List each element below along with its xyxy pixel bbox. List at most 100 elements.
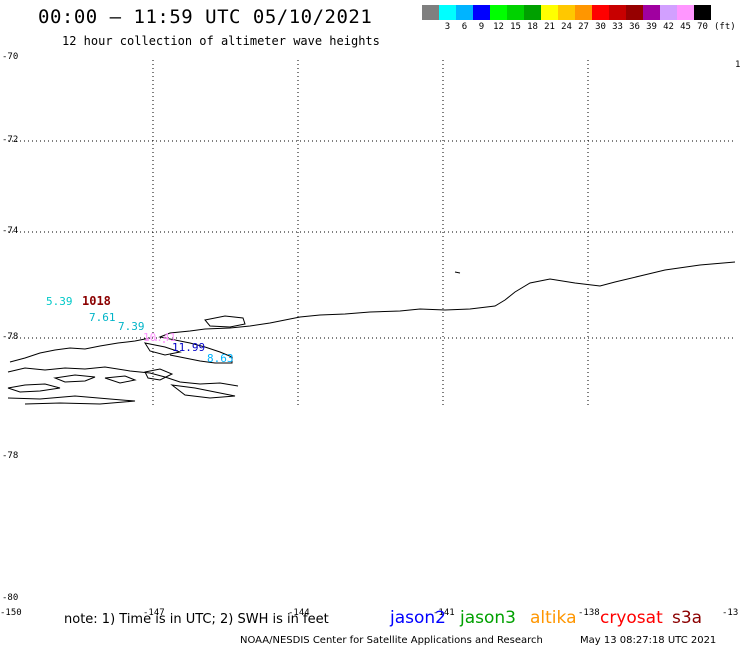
legend-swatch [507, 5, 524, 20]
map-title: 00:00 – 11:59 UTC 05/10/2021 [38, 6, 373, 28]
legend-swatch [575, 5, 592, 20]
legend-cell: 21 [541, 5, 558, 32]
track-point [163, 341, 165, 343]
legend-cell: 45 [677, 5, 694, 32]
legend-cell: 27 [575, 5, 592, 32]
satellite-track [147, 338, 165, 343]
footer-timestamp: May 13 08:27:18 UTC 2021 [580, 635, 717, 646]
island [53, 374, 96, 383]
legend-cell: 24 [558, 5, 575, 32]
legend-swatch [473, 5, 490, 20]
legend-label: 45 [680, 22, 691, 32]
legend-swatch [592, 5, 609, 20]
map-subtitle: 12 hour collection of altimeter wave hei… [62, 34, 380, 48]
wave-height-value: 7.39 [118, 320, 145, 333]
legend-swatch [660, 5, 677, 20]
legend-swatch [609, 5, 626, 20]
legend-cell: 33 [609, 5, 626, 32]
legend-label: 6 [461, 22, 468, 32]
coastline [7, 261, 736, 405]
legend-swatch [643, 5, 660, 20]
legend-label: 33 [612, 22, 623, 32]
color-legend: 3 6 9 12 15 18 21 24 27 30 33 36 39 42 45 70 [422, 5, 711, 32]
legend-cell: 39 [643, 5, 660, 32]
wave-height-value: 11.99 [172, 341, 206, 354]
legend-label: 36 [629, 22, 640, 32]
footer-credit: NOAA/NESDIS Center for Satellite Applica… [240, 635, 543, 646]
lat-label: -70 [2, 52, 19, 62]
legend-cell [422, 5, 439, 20]
lat-label: -72 [2, 135, 19, 145]
track-point [155, 339, 157, 341]
legend-label: 39 [646, 22, 657, 32]
legend-unit: (ft) [714, 22, 736, 32]
satellite-jason3: jason3 [460, 608, 516, 628]
legend-swatch [626, 5, 643, 20]
legend-swatch [524, 5, 541, 20]
lat-label: -78 [2, 451, 19, 461]
wave-height-value: 5.39 [46, 295, 73, 308]
legend-label: 21 [544, 22, 555, 32]
lon-label: -150 [0, 608, 22, 618]
legend-label: 15 [510, 22, 521, 32]
island [143, 342, 182, 356]
lat-label: -80 [2, 593, 19, 603]
legend-swatch [694, 5, 711, 20]
wave-height-value: 8.63 [207, 352, 234, 365]
coastline-path [7, 366, 239, 387]
wave-height-value: 10.41 [143, 331, 177, 344]
coastline-path [7, 395, 136, 405]
legend-cell: 3 [439, 5, 456, 32]
lon-label: -138 [578, 608, 600, 618]
island [204, 315, 246, 328]
satellite-s3a: s3a [672, 608, 703, 628]
legend-label: 70 [697, 22, 708, 32]
graticule [8, 60, 735, 407]
legend-label: 12 [493, 22, 504, 32]
legend-cell: 18 [524, 5, 541, 32]
coastline-path [9, 337, 151, 363]
island [170, 384, 236, 399]
satellite-altika: altika [530, 608, 577, 628]
wave-height-value: 1018 [82, 294, 111, 308]
coastline-path [158, 261, 736, 364]
legend-swatch [439, 5, 456, 20]
legend-swatch [490, 5, 507, 20]
satellite-jason2: jason2 [390, 608, 446, 628]
legend-cell: 12 [490, 5, 507, 32]
legend-swatch [456, 5, 473, 20]
legend-label: 9 [478, 22, 485, 32]
legend-label: 24 [561, 22, 572, 32]
legend-swatch [541, 5, 558, 20]
lon-label: -13 [722, 608, 739, 618]
legend-swatch [677, 5, 694, 20]
legend-label: 42 [663, 22, 674, 32]
legend-cell: 6 [456, 5, 473, 32]
legend-cell: 42 [660, 5, 677, 32]
lon-label: -144 [288, 608, 310, 618]
lon-label: -141 [433, 608, 455, 618]
note-text: note: 1) Time is in UTC; 2) SWH is in fe… [64, 612, 329, 627]
satellite-cryosat: cryosat [600, 608, 663, 628]
island [104, 375, 137, 384]
island [144, 368, 174, 381]
legend-cell: 15 [507, 5, 524, 32]
lat-label: -74 [2, 226, 19, 236]
legend-label: 27 [578, 22, 589, 32]
lon-label: -147 [143, 608, 165, 618]
legend-swatch [558, 5, 575, 20]
legend-label: 30 [595, 22, 606, 32]
island [7, 383, 61, 393]
legend-label: 3 [444, 22, 451, 32]
legend-swatch [422, 5, 439, 20]
legend-cell: 70 [694, 5, 711, 32]
corner-label: 1 [735, 60, 740, 70]
legend-cell: 9 [473, 5, 490, 32]
lat-label: -78 [2, 332, 19, 342]
wave-height-value: 7.61 [89, 311, 116, 324]
track-point [147, 338, 149, 340]
legend-cell: 30 [592, 5, 609, 32]
legend-cell: 36 [626, 5, 643, 32]
island [454, 271, 461, 274]
